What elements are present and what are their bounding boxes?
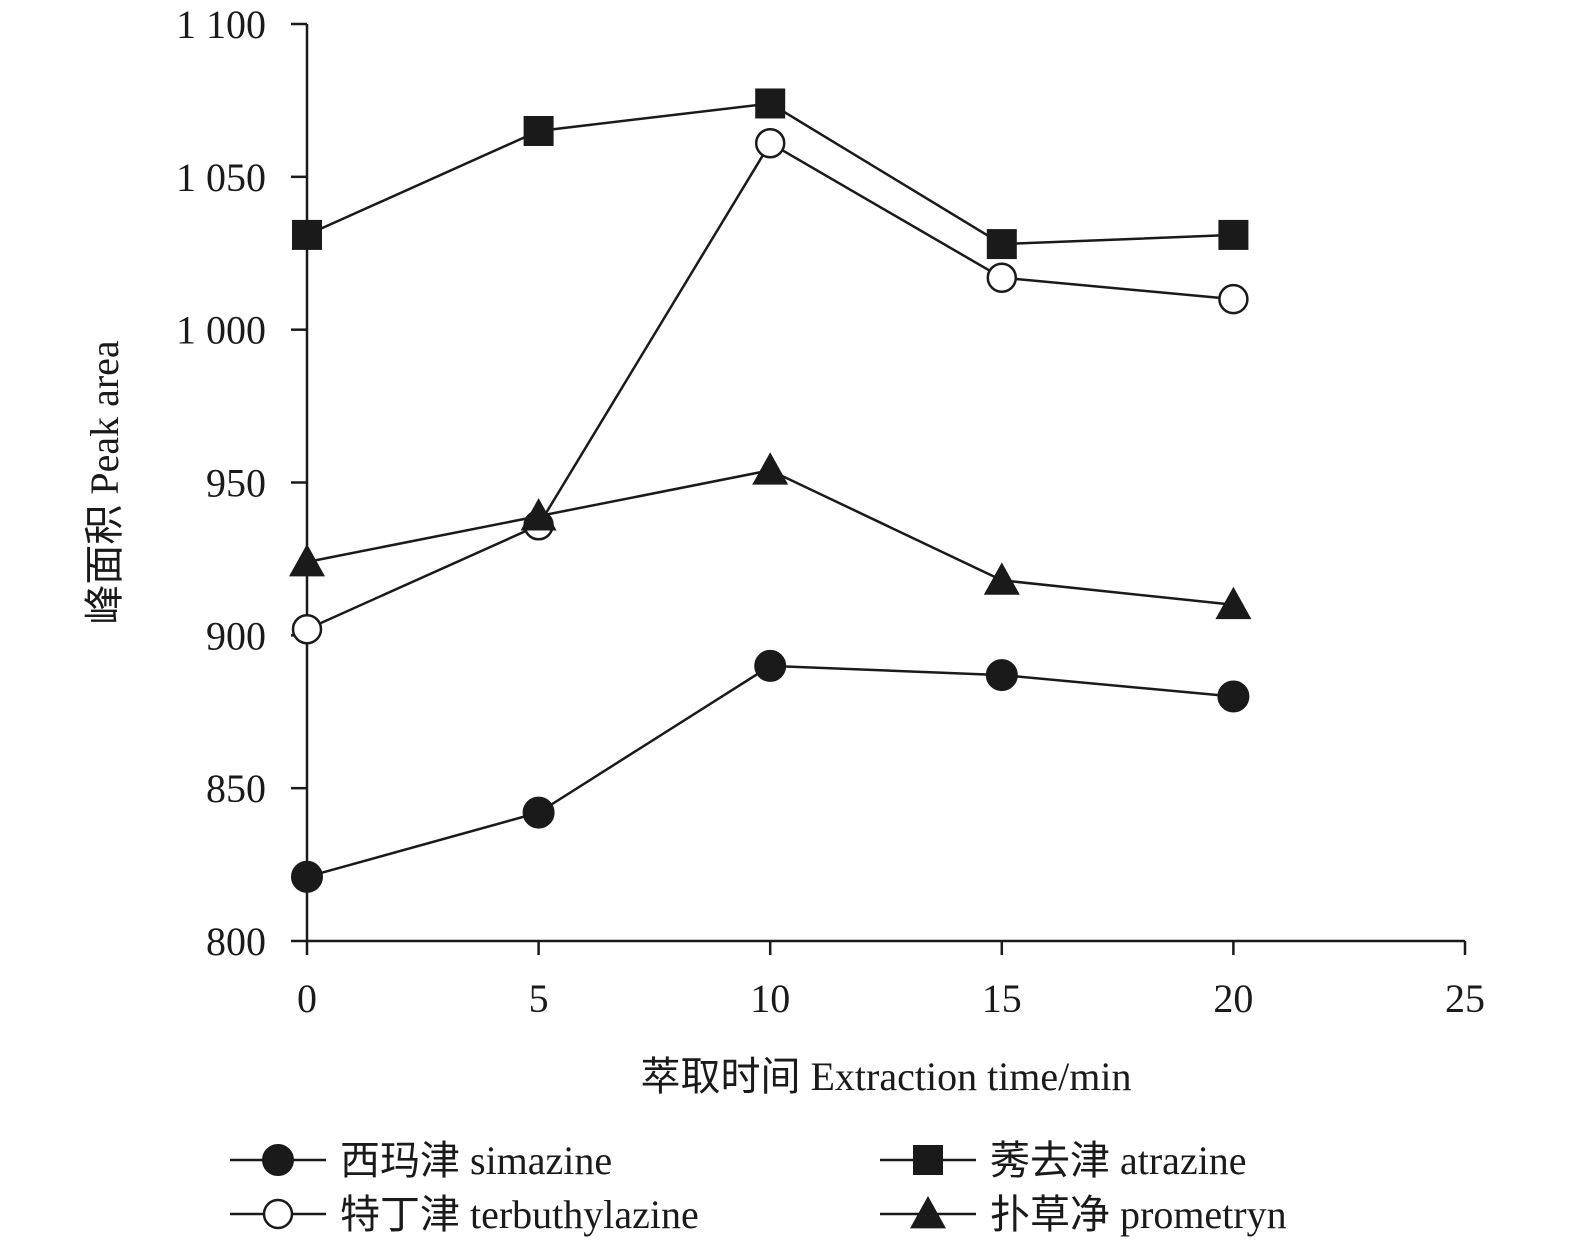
- y-tick-label: 950: [206, 461, 266, 506]
- legend-marker: [910, 1196, 946, 1229]
- data-point: [754, 649, 787, 682]
- series-2: [291, 127, 1249, 645]
- data-point: [292, 219, 322, 250]
- legend-item: 特丁津 terbuthylazine: [230, 1192, 699, 1237]
- axes: [305, 24, 1465, 943]
- legend-item: 莠去津 atrazine: [880, 1138, 1247, 1183]
- x-tick-label: 25: [1445, 976, 1485, 1021]
- data-point: [522, 796, 555, 829]
- data-point: [985, 659, 1018, 692]
- y-tick-label: 1 050: [176, 155, 266, 200]
- series-layer: [289, 88, 1252, 893]
- legend-marker: [262, 1198, 294, 1230]
- y-tick-label: 1 000: [176, 308, 266, 353]
- data-point: [1217, 680, 1250, 713]
- legend-label: 特丁津 terbuthylazine: [340, 1192, 699, 1237]
- series-3: [289, 452, 1252, 620]
- data-point: [1218, 283, 1249, 315]
- legend-label: 扑草净 prometryn: [990, 1192, 1287, 1237]
- x-tick-label: 20: [1213, 976, 1253, 1021]
- data-point: [983, 562, 1020, 595]
- data-point: [520, 498, 557, 531]
- legend-label: 莠去津 atrazine: [990, 1138, 1247, 1183]
- series-line: [306, 102, 1234, 246]
- x-tick-label: 15: [982, 976, 1022, 1021]
- data-point: [523, 115, 554, 146]
- y-tick-label: 900: [206, 613, 266, 658]
- y-tick-label: 1 100: [176, 2, 266, 47]
- x-tick-label: 10: [750, 976, 790, 1021]
- y-axis-ticks: 800 850 900 950 1 000 1 050 1 100: [176, 2, 307, 964]
- data-point: [1218, 219, 1249, 250]
- legend-label: 西玛津 simazine: [340, 1138, 612, 1183]
- series-0: [291, 649, 1250, 893]
- data-point: [1215, 586, 1252, 620]
- series-1: [292, 88, 1249, 260]
- data-point: [291, 613, 323, 645]
- data-point: [291, 860, 323, 893]
- y-axis-title: 峰面积 Peak area: [82, 340, 127, 625]
- legend-marker: [913, 1145, 943, 1175]
- series-line: [306, 468, 1234, 607]
- legend-marker: [262, 1144, 294, 1176]
- data-point: [986, 262, 1018, 293]
- data-point: [755, 88, 786, 119]
- data-point: [986, 229, 1017, 260]
- y-tick-label: 850: [206, 766, 266, 811]
- x-axis-ticks: 0 5 10 15 20 25: [297, 941, 1485, 1021]
- data-point: [754, 127, 786, 159]
- series-line: [306, 664, 1234, 879]
- legend: 西玛津 simazine 莠去津 atrazine 特丁津 terbuthylazi…: [230, 1138, 1287, 1237]
- legend-item: 西玛津 simazine: [230, 1138, 612, 1183]
- x-axis-title: 萃取时间 Extraction time/min: [640, 1054, 1131, 1099]
- data-point: [752, 452, 789, 485]
- y-tick-label: 800: [206, 919, 266, 964]
- legend-item: 扑草净 prometryn: [880, 1192, 1287, 1237]
- x-tick-label: 5: [529, 976, 549, 1021]
- x-tick-label: 0: [297, 976, 317, 1021]
- data-point: [289, 543, 325, 577]
- series-line: [306, 141, 1234, 631]
